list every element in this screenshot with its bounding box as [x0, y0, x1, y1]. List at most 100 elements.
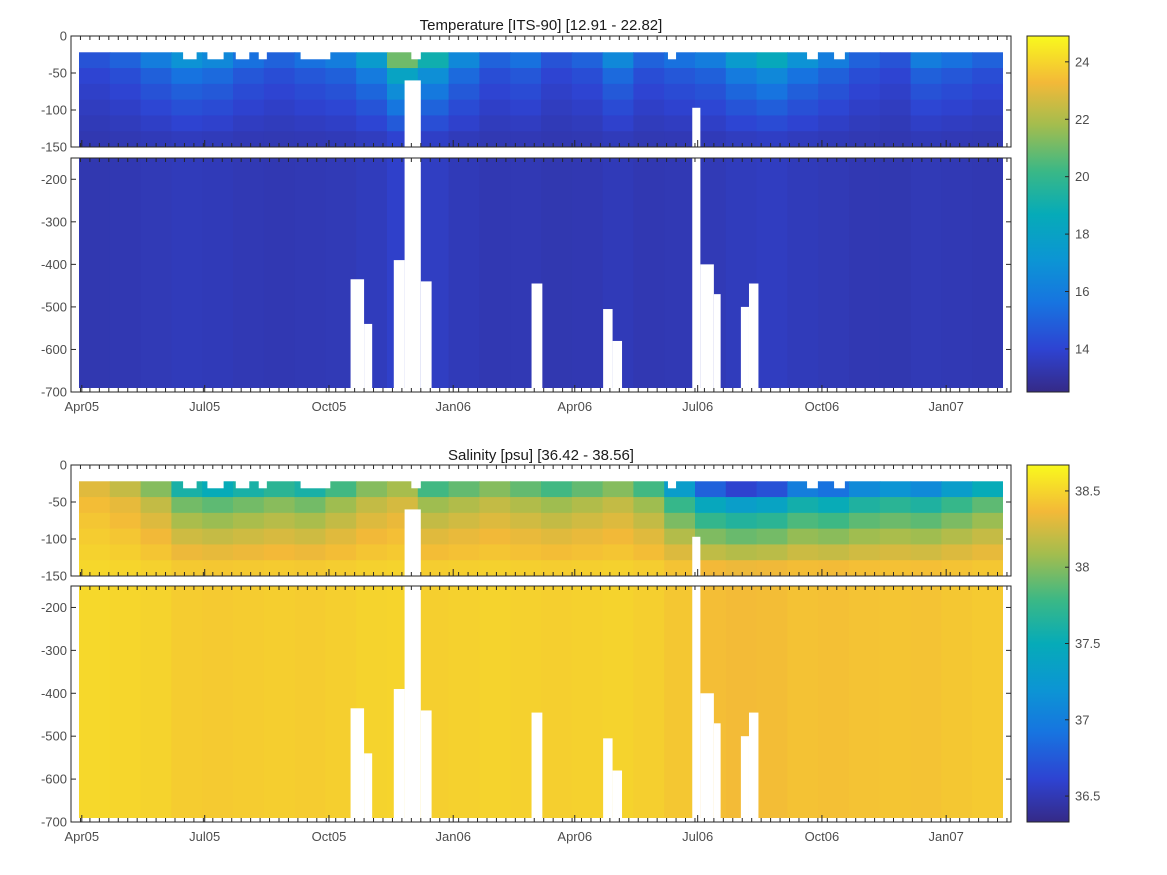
field-cell — [202, 512, 234, 530]
field-cell — [664, 512, 696, 530]
field-cell — [879, 497, 912, 514]
field-cell — [294, 497, 326, 514]
field-cell — [294, 528, 326, 545]
field-cell — [972, 131, 1004, 148]
field-cell — [109, 68, 142, 85]
field-cell — [233, 158, 265, 392]
field-cell — [448, 544, 480, 561]
y-tick-label: -400 — [41, 257, 67, 272]
field-cell — [79, 544, 111, 561]
field-cell — [818, 131, 850, 148]
data-gap — [807, 51, 818, 60]
field-cell — [79, 68, 111, 85]
field-cell — [448, 115, 480, 132]
field-cell — [602, 497, 634, 514]
field-cell — [972, 115, 1004, 132]
field-cell — [571, 158, 604, 392]
field-cell — [140, 481, 172, 498]
axes-box — [70, 157, 1012, 393]
field-cell — [541, 99, 573, 116]
data-gap — [258, 480, 267, 489]
field-cell — [109, 52, 142, 69]
field-cell — [356, 83, 388, 101]
data-gap — [258, 51, 267, 60]
field-cell — [417, 131, 450, 148]
field-cell — [263, 52, 296, 69]
field-cell — [171, 83, 203, 101]
field-cell — [171, 115, 203, 132]
field-cell — [448, 586, 480, 822]
data-gap — [692, 536, 701, 576]
field-cell — [171, 68, 203, 85]
field-cell — [787, 115, 819, 132]
field-cell — [664, 497, 696, 514]
field-cell — [479, 528, 511, 545]
field-cell — [725, 544, 758, 561]
field-cell — [756, 481, 788, 498]
field-cell — [325, 497, 357, 514]
field-cell — [972, 99, 1004, 116]
field-cell — [633, 158, 665, 392]
field-cell — [140, 83, 172, 101]
y-tick-label: -50 — [48, 66, 67, 81]
field-cell — [448, 158, 480, 392]
field-cell — [79, 481, 111, 498]
field-cell — [910, 131, 942, 148]
field-cell — [725, 528, 758, 545]
y-tick-label: -150 — [41, 569, 67, 584]
data-gap — [300, 480, 331, 489]
field-cell — [263, 528, 296, 545]
field-cell — [479, 544, 511, 561]
field-cell — [664, 131, 696, 148]
field-cell — [541, 115, 573, 132]
field-cell — [171, 544, 203, 561]
field-cell — [541, 158, 573, 392]
field-cell — [417, 544, 450, 561]
field-cell — [756, 497, 788, 514]
data-gap — [350, 279, 365, 392]
field-cell — [695, 115, 727, 132]
chart-title: Temperature [ITS-90] [12.91 - 22.82] — [420, 17, 663, 34]
y-tick-label: -600 — [41, 342, 67, 357]
field-cell — [171, 528, 203, 545]
field-cell — [510, 544, 542, 561]
field-cell — [633, 83, 665, 101]
field-cell — [448, 68, 480, 85]
colorbar-gradient — [1027, 465, 1069, 822]
field-cell — [756, 99, 788, 116]
data-gap — [667, 480, 677, 489]
field-cell — [541, 528, 573, 545]
field-cell — [695, 544, 727, 561]
field-cell — [664, 528, 696, 545]
field-cell — [695, 131, 727, 148]
field-cell — [571, 99, 604, 116]
field-cell — [695, 528, 727, 545]
field-cell — [541, 560, 573, 577]
field-cell — [479, 512, 511, 530]
field-cell — [725, 115, 758, 132]
field-cell — [448, 131, 480, 148]
field-cell — [571, 528, 604, 545]
y-tick-label: -100 — [41, 103, 67, 118]
data-gap — [603, 309, 613, 392]
field-cell — [233, 528, 265, 545]
field-cell — [479, 115, 511, 132]
field-cell — [356, 481, 388, 498]
field-cell — [171, 497, 203, 514]
field-cell — [571, 586, 604, 822]
field-cell — [571, 544, 604, 561]
field-cell — [879, 99, 912, 116]
field-cell — [787, 560, 819, 577]
field-cell — [140, 99, 172, 116]
field-cell — [849, 52, 881, 69]
left-margin — [71, 465, 79, 576]
field-cell — [417, 99, 450, 116]
field-cell — [356, 497, 388, 514]
field-cell — [448, 52, 480, 69]
colorbar-tick-label: 14 — [1075, 341, 1089, 356]
field-cell — [263, 131, 296, 148]
data-gap — [748, 283, 759, 392]
field-cell — [725, 68, 758, 85]
field-cell — [109, 586, 142, 822]
y-tick-label: -400 — [41, 686, 67, 701]
